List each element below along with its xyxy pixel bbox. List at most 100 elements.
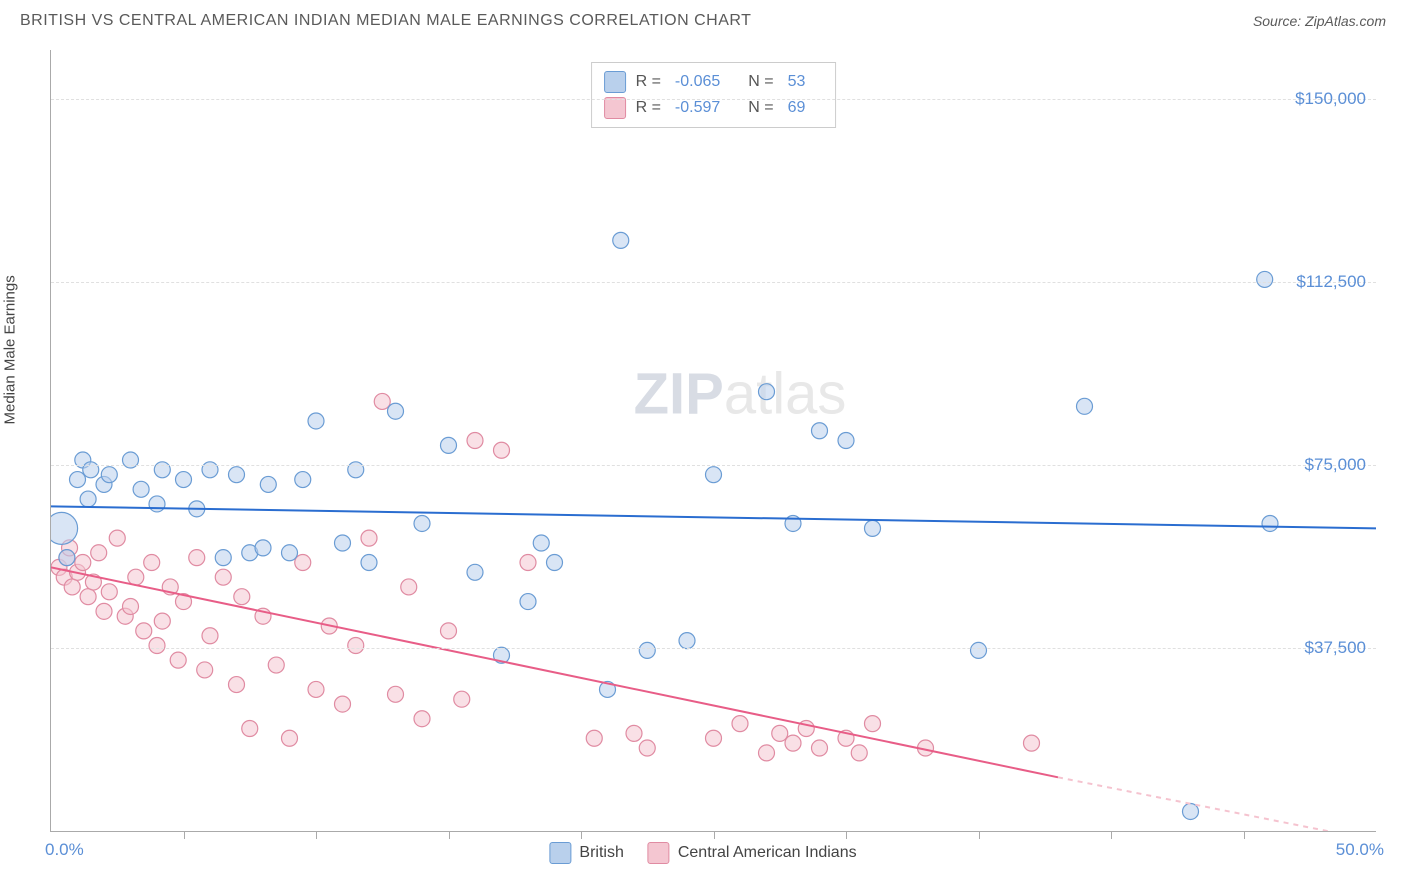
data-point [1077, 398, 1093, 414]
n-value-british: 53 [788, 73, 806, 91]
data-point [388, 686, 404, 702]
data-point [282, 730, 298, 746]
x-axis-max-label: 50.0% [1336, 840, 1384, 860]
data-point [75, 555, 91, 571]
data-point [144, 555, 160, 571]
data-point [626, 725, 642, 741]
data-point [759, 384, 775, 400]
data-point [812, 740, 828, 756]
data-point [149, 638, 165, 654]
data-point [109, 530, 125, 546]
data-point [215, 569, 231, 585]
data-point [865, 520, 881, 536]
data-point [838, 433, 854, 449]
series-legend: British Central American Indians [549, 842, 856, 864]
data-point [335, 696, 351, 712]
y-axis-label: Median Male Earnings [2, 275, 19, 424]
data-point [454, 691, 470, 707]
data-point [70, 472, 86, 488]
data-point [101, 467, 117, 483]
source-label: Source: ZipAtlas.com [1253, 13, 1386, 29]
data-point [467, 433, 483, 449]
x-axis-min-label: 0.0% [45, 840, 84, 860]
data-point [586, 730, 602, 746]
y-tick-label: $112,500 [1296, 272, 1366, 292]
scatter-chart: ZIPatlas R = -0.065 N = 53 R = -0.597 N … [50, 50, 1376, 832]
data-point [80, 589, 96, 605]
data-point [234, 589, 250, 605]
data-point [520, 594, 536, 610]
data-point [374, 393, 390, 409]
data-point [851, 745, 867, 761]
data-point [335, 535, 351, 551]
data-point [91, 545, 107, 561]
legend-item-cai: Central American Indians [648, 842, 857, 864]
data-point [388, 403, 404, 419]
data-point [133, 481, 149, 497]
trend-line-cai-extrapolated [1058, 777, 1376, 831]
data-point [441, 623, 457, 639]
data-point [361, 530, 377, 546]
data-point [128, 569, 144, 585]
data-point [865, 716, 881, 732]
data-point [613, 232, 629, 248]
data-point [80, 491, 96, 507]
data-point [732, 716, 748, 732]
data-point [176, 472, 192, 488]
data-point [639, 642, 655, 658]
data-point [282, 545, 298, 561]
y-tick-label: $75,000 [1305, 455, 1366, 475]
data-point [189, 550, 205, 566]
data-point [59, 550, 75, 566]
data-point [149, 496, 165, 512]
data-point [706, 730, 722, 746]
data-point [348, 638, 364, 654]
data-point [242, 720, 258, 736]
data-point [533, 535, 549, 551]
data-point [812, 423, 828, 439]
data-point [971, 642, 987, 658]
data-point [136, 623, 152, 639]
data-point [202, 628, 218, 644]
data-point [441, 437, 457, 453]
header: BRITISH VS CENTRAL AMERICAN INDIAN MEDIA… [0, 0, 1406, 38]
swatch-cai [604, 97, 626, 119]
legend-row-british: R = -0.065 N = 53 [604, 69, 824, 95]
data-point [260, 476, 276, 492]
data-point [401, 579, 417, 595]
data-point [255, 540, 271, 556]
data-point [547, 555, 563, 571]
y-tick-label: $150,000 [1295, 89, 1366, 109]
data-point [772, 725, 788, 741]
data-point [215, 550, 231, 566]
trend-line-british [51, 506, 1376, 528]
data-point [706, 467, 722, 483]
data-point [1262, 515, 1278, 531]
data-point [759, 745, 775, 761]
data-point [154, 613, 170, 629]
data-point [520, 555, 536, 571]
data-point [64, 579, 80, 595]
data-point [361, 555, 377, 571]
data-point [1024, 735, 1040, 751]
data-point [785, 735, 801, 751]
n-value-cai: 69 [788, 99, 806, 117]
data-point [170, 652, 186, 668]
swatch-icon [549, 842, 571, 864]
data-point [229, 467, 245, 483]
swatch-british [604, 71, 626, 93]
chart-title: BRITISH VS CENTRAL AMERICAN INDIAN MEDIA… [20, 12, 751, 30]
swatch-icon [648, 842, 670, 864]
data-point [295, 555, 311, 571]
data-point [308, 413, 324, 429]
correlation-legend: R = -0.065 N = 53 R = -0.597 N = 69 [591, 62, 837, 128]
legend-label-cai: Central American Indians [678, 844, 857, 862]
data-point [96, 603, 112, 619]
r-value-cai: -0.597 [675, 99, 720, 117]
data-point [679, 633, 695, 649]
data-point [101, 584, 117, 600]
data-point [467, 564, 483, 580]
data-point [494, 442, 510, 458]
data-point [123, 598, 139, 614]
data-point [51, 512, 78, 544]
